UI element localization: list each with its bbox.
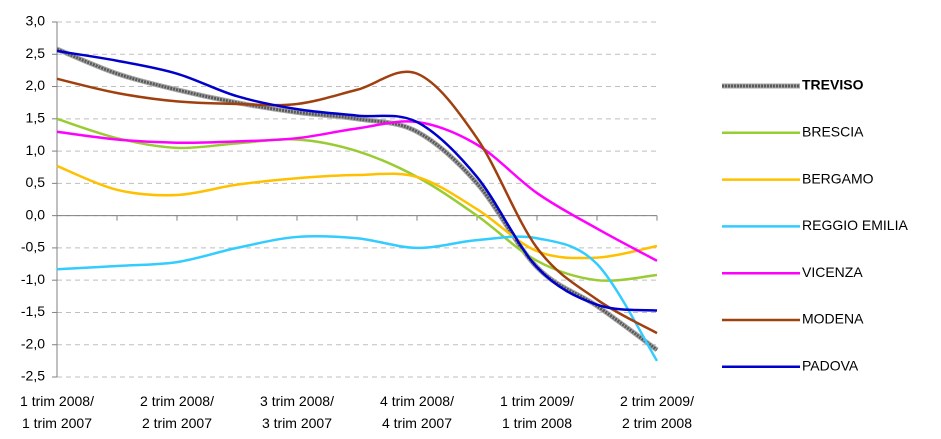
legend-label: REGGIO EMILIA (802, 217, 908, 233)
y-tick-label: 3,0 (26, 13, 46, 29)
series-line (56, 234, 659, 362)
legend-label: BERGAMO (802, 170, 874, 186)
legend-label: MODENA (802, 311, 864, 327)
legend-label: TREVISO (802, 77, 864, 93)
x-tick-label: 2 trim 2009/ 2 trim 2008 (620, 393, 694, 431)
y-tick-label: -2,0 (21, 335, 45, 351)
x-tick-label: 3 trim 2008/ 3 trim 2007 (260, 393, 334, 431)
y-tick-label: 2,0 (26, 77, 46, 93)
y-tick-label: -0,5 (21, 239, 45, 255)
series-line (56, 49, 658, 312)
x-tick-label: 2 trim 2008/ 2 trim 2007 (140, 393, 214, 431)
y-tick-label: -1,5 (21, 303, 45, 319)
y-tick-label: 1,0 (26, 142, 46, 158)
x-tick-label: 4 trim 2008/ 4 trim 2007 (380, 393, 454, 431)
series-line (56, 70, 658, 335)
series-line (56, 117, 658, 282)
legend-label: VICENZA (802, 264, 863, 280)
legend-label: BRESCIA (802, 124, 864, 140)
series-line (56, 164, 658, 260)
y-tick-label: 0,0 (26, 206, 46, 222)
x-tick-label: 1 trim 2008/ 1 trim 2007 (20, 393, 94, 431)
y-tick-label: 1,5 (26, 110, 46, 126)
y-tick-label: -1,0 (21, 271, 45, 287)
series-line (56, 120, 658, 262)
series-line (56, 47, 658, 352)
x-tick-label: 1 trim 2009/ 1 trim 2008 (500, 393, 574, 431)
y-tick-label: 0,5 (26, 174, 46, 190)
legend-label: PADOVA (802, 358, 859, 374)
y-tick-label: -2,5 (21, 368, 45, 384)
y-tick-label: 2,5 (26, 45, 46, 61)
series-line-shadow (56, 46, 659, 352)
